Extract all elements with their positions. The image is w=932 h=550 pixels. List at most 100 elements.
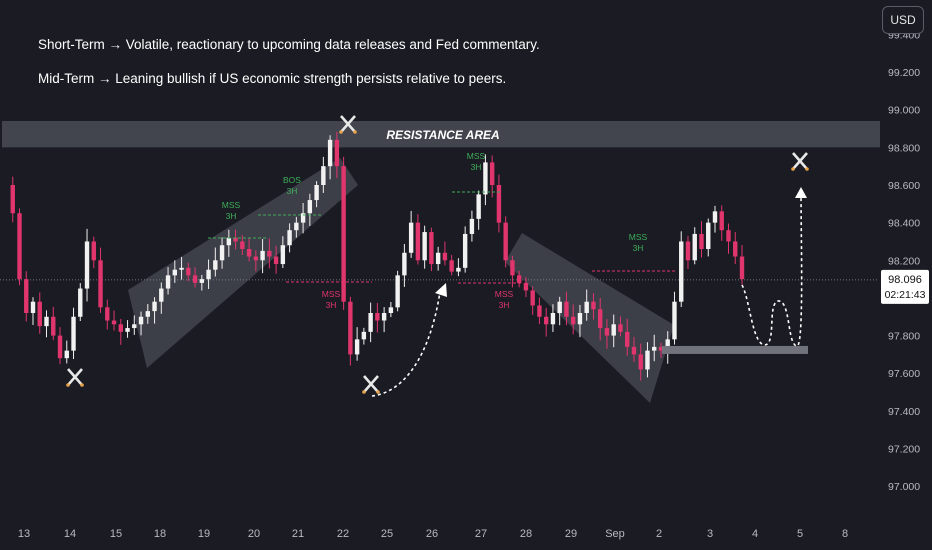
candle-body bbox=[598, 309, 603, 329]
candle-body bbox=[30, 301, 36, 313]
candle-body bbox=[273, 256, 279, 265]
candle-body bbox=[145, 311, 150, 317]
x-tick-label: Sep bbox=[605, 528, 625, 540]
candle-body bbox=[44, 316, 49, 327]
candle-body bbox=[523, 282, 529, 291]
x-tick-label: 14 bbox=[64, 528, 76, 540]
candle-body bbox=[469, 218, 475, 234]
candle-body bbox=[267, 250, 272, 257]
candle-body bbox=[604, 328, 610, 336]
candle-body bbox=[327, 139, 333, 167]
x-tick-label: 21 bbox=[292, 528, 304, 540]
candle-body bbox=[570, 316, 576, 325]
x-tick-label: 27 bbox=[475, 528, 487, 540]
candle-body bbox=[618, 324, 623, 332]
candle-body bbox=[348, 301, 353, 355]
candle-body bbox=[685, 241, 691, 261]
candle-body bbox=[17, 213, 22, 280]
y-tick-label: 97.800 bbox=[888, 331, 920, 343]
candle-body bbox=[591, 301, 596, 310]
structure-annotation: MSS bbox=[222, 200, 241, 210]
structure-annotation: 3H bbox=[226, 211, 237, 221]
marker-hilt bbox=[376, 390, 380, 394]
marker-hilt bbox=[362, 390, 366, 394]
mid-term-note: Mid-Term → Leaning bullish if US economi… bbox=[38, 71, 507, 86]
marker-stroke bbox=[340, 115, 356, 133]
candle-body bbox=[307, 200, 313, 214]
candle-body bbox=[186, 267, 191, 276]
candle-body bbox=[550, 313, 556, 325]
candle-body bbox=[476, 194, 481, 219]
y-tick-label: 99.200 bbox=[888, 67, 920, 79]
candle-body bbox=[125, 328, 130, 332]
candle-body bbox=[37, 301, 42, 327]
candle-body bbox=[118, 324, 123, 332]
projection-path bbox=[741, 189, 803, 347]
x-tick-label: 28 bbox=[520, 528, 532, 540]
y-tick-label: 97.000 bbox=[888, 481, 920, 493]
arrowhead-icon bbox=[795, 187, 807, 198]
x-tick-label: 20 bbox=[248, 528, 260, 540]
candle-body bbox=[375, 313, 380, 321]
candle-body bbox=[253, 256, 259, 261]
candle-body bbox=[246, 249, 252, 257]
candle-body bbox=[510, 260, 515, 276]
swing-marker-icon bbox=[66, 368, 84, 387]
support-block bbox=[662, 345, 808, 354]
candle-body bbox=[24, 279, 29, 313]
candle-body bbox=[287, 230, 292, 246]
candle-body bbox=[381, 313, 387, 321]
structure-annotation: 3H bbox=[499, 300, 510, 310]
candle-body bbox=[368, 313, 373, 332]
candle-body bbox=[84, 241, 90, 289]
x-tick-label: 3 bbox=[707, 528, 713, 540]
candle-body bbox=[226, 237, 232, 246]
candle-countdown: 02:21:43 bbox=[885, 289, 926, 301]
candle-body bbox=[64, 350, 69, 359]
short-term-note: Short-Term → Volatile, reactionary to up… bbox=[38, 37, 540, 52]
candle-body bbox=[543, 316, 549, 325]
x-tick-label: 26 bbox=[426, 528, 438, 540]
marker-stroke bbox=[67, 368, 83, 386]
projection-arrow-left bbox=[371, 291, 441, 397]
candle-body bbox=[530, 290, 535, 306]
structure-annotation: MSS bbox=[467, 151, 486, 161]
candle-body bbox=[679, 241, 684, 302]
trend-channel bbox=[128, 158, 358, 368]
candle-body bbox=[739, 256, 745, 280]
candle-body bbox=[105, 307, 110, 321]
candle-body bbox=[280, 245, 286, 265]
x-tick-label: 13 bbox=[18, 528, 30, 540]
candle-body bbox=[483, 162, 488, 195]
candle-body bbox=[645, 350, 650, 370]
candle-body bbox=[672, 301, 677, 340]
candle-body bbox=[449, 260, 454, 272]
candle-body bbox=[719, 211, 724, 231]
candle-body bbox=[132, 324, 137, 329]
candle-body bbox=[503, 222, 508, 261]
candle-body bbox=[415, 222, 421, 261]
candle-body bbox=[733, 241, 738, 257]
x-tick-label: 18 bbox=[154, 528, 166, 540]
resistance-area-band bbox=[2, 121, 880, 148]
x-tick-label: 2 bbox=[656, 528, 662, 540]
currency-button[interactable]: USD bbox=[882, 6, 924, 34]
y-tick-label: 97.400 bbox=[888, 406, 920, 418]
candle-body bbox=[429, 232, 434, 265]
candle-body bbox=[422, 232, 427, 261]
candle-body bbox=[652, 346, 657, 351]
candle-body bbox=[300, 213, 306, 223]
y-tick-label: 97.200 bbox=[888, 444, 920, 456]
candle-body bbox=[213, 260, 218, 270]
candle-body bbox=[706, 222, 711, 249]
candle-body bbox=[10, 185, 15, 214]
candle-body bbox=[489, 162, 495, 185]
candle-body bbox=[496, 185, 502, 223]
candle-body bbox=[71, 316, 76, 351]
resistance-label: RESISTANCE AREA bbox=[386, 128, 499, 142]
x-tick-label: 29 bbox=[565, 528, 577, 540]
y-tick-label: 98.600 bbox=[888, 180, 920, 192]
candle-body bbox=[165, 275, 171, 289]
